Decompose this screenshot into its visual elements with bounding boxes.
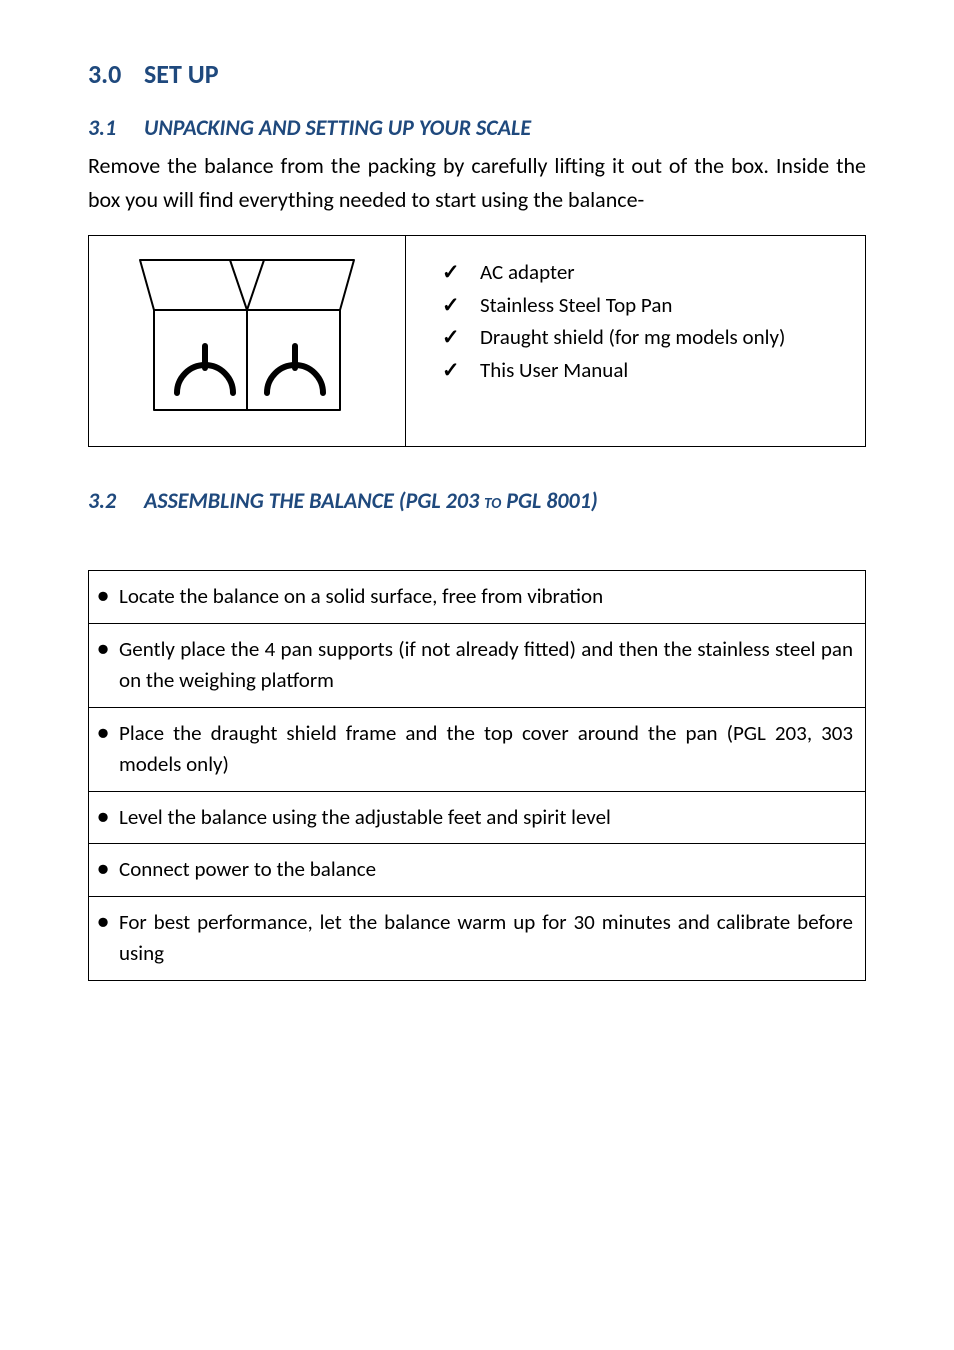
box-contents-list-cell: AC adapter Stainless Steel Top Pan Draug… <box>406 236 866 447</box>
heading-setup: 3.0SET UP <box>88 58 866 90</box>
subheading-title: UNPACKING AND SETTING UP YOUR SCALE <box>144 114 531 141</box>
subheading-title-small: TO <box>484 495 501 513</box>
step-text: Place the draught shield frame and the t… <box>119 718 853 781</box>
box-illustration-cell <box>89 236 406 447</box>
subheading-title-part-b: PGL 8001) <box>501 487 597 514</box>
list-item: This User Manual <box>442 354 851 387</box>
table-row: ● Locate the balance on a solid surface,… <box>89 571 866 624</box>
bullet-icon: ● <box>97 802 119 834</box>
table-row: ● Place the draught shield frame and the… <box>89 707 866 791</box>
subheading-number: 3.1 <box>88 114 144 141</box>
bullet-icon: ● <box>97 854 119 886</box>
box-contents-list: AC adapter Stainless Steel Top Pan Draug… <box>442 256 851 386</box>
table-row: ● Connect power to the balance <box>89 844 866 897</box>
intro-paragraph: Remove the balance from the packing by c… <box>88 149 866 217</box>
box-contents-table: AC adapter Stainless Steel Top Pan Draug… <box>88 235 866 447</box>
table-row: ● Level the balance using the adjustable… <box>89 791 866 844</box>
table-row: ● For best performance, let the balance … <box>89 896 866 980</box>
bullet-icon: ● <box>97 581 119 613</box>
assembly-steps-table: ● Locate the balance on a solid surface,… <box>88 570 866 981</box>
step-text: Gently place the 4 pan supports (if not … <box>119 634 853 697</box>
heading-number: 3.0 <box>88 58 144 90</box>
page: 3.0SET UP 3.1UNPACKING AND SETTING UP YO… <box>0 0 954 1350</box>
step-text: Locate the balance on a solid surface, f… <box>119 581 853 613</box>
bullet-icon: ● <box>97 718 119 781</box>
heading-title: SET UP <box>144 58 219 90</box>
open-box-icon <box>122 248 372 428</box>
bullet-icon: ● <box>97 634 119 697</box>
subheading-number: 3.2 <box>88 487 144 514</box>
subheading-assembling: 3.2ASSEMBLING THE BALANCE (PGL 203 TO PG… <box>88 487 866 514</box>
table-row: ● Gently place the 4 pan supports (if no… <box>89 623 866 707</box>
list-item: Stainless Steel Top Pan <box>442 289 851 322</box>
bullet-icon: ● <box>97 907 119 970</box>
step-text: Connect power to the balance <box>119 854 853 886</box>
subheading-unpacking: 3.1UNPACKING AND SETTING UP YOUR SCALE <box>88 114 866 141</box>
list-item: Draught shield (for mg models only) <box>442 321 851 354</box>
list-item: AC adapter <box>442 256 851 289</box>
step-text: Level the balance using the adjustable f… <box>119 802 853 834</box>
subheading-title-part-a: ASSEMBLING THE BALANCE (PGL 203 <box>144 487 484 514</box>
step-text: For best performance, let the balance wa… <box>119 907 853 970</box>
